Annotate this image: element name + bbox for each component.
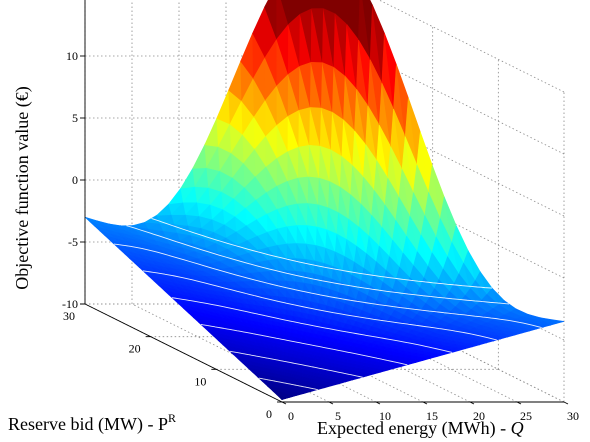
y-tick-label: 30 (63, 309, 75, 323)
z-tick-label: 15 (66, 0, 78, 1)
z-tick-label: 5 (72, 111, 78, 125)
grid-line (366, 179, 565, 279)
z-tick-label: 10 (66, 49, 78, 63)
y-tick-label: 20 (129, 342, 141, 356)
grid-line (378, 0, 565, 93)
x-tick-label: 0 (288, 409, 294, 423)
surface-facet (311, 0, 324, 10)
grid-line (366, 55, 565, 155)
grid-line (366, 117, 565, 217)
surface-facet (204, 118, 219, 147)
surface-facet (192, 143, 208, 169)
grid-line (272, 303, 471, 403)
x-tick-label: 30 (567, 409, 579, 423)
grid-line (178, 303, 377, 403)
z-tick-label: -5 (68, 235, 78, 249)
grid-line (319, 303, 518, 403)
y-tick-label: 0 (266, 407, 272, 421)
grid-line (225, 303, 424, 403)
y-axis-label-superscript: R (168, 411, 176, 425)
x-axis-label-symbol: Q (511, 418, 524, 438)
z-tick-label: -10 (62, 297, 78, 311)
x-axis-label: Expected energy (MWh) - Q (317, 418, 524, 439)
surface-facet (296, 0, 301, 15)
grid-line (366, 303, 565, 403)
z-axis-label: Objective function value (€) (12, 86, 33, 289)
y-axis-label: Reserve bid (MW) - PR (8, 411, 176, 435)
surface-plot (84, 0, 565, 400)
surface-facet (216, 89, 231, 125)
y-tick-label: 10 (194, 374, 206, 388)
y-axis-label-text: Reserve bid (MW) - P (8, 414, 168, 435)
x-tick-mark (563, 401, 569, 405)
x-axis-label-text: Expected energy (MWh) - (317, 418, 511, 439)
surface-facet (280, 0, 289, 25)
z-tick-label: 0 (72, 173, 78, 187)
